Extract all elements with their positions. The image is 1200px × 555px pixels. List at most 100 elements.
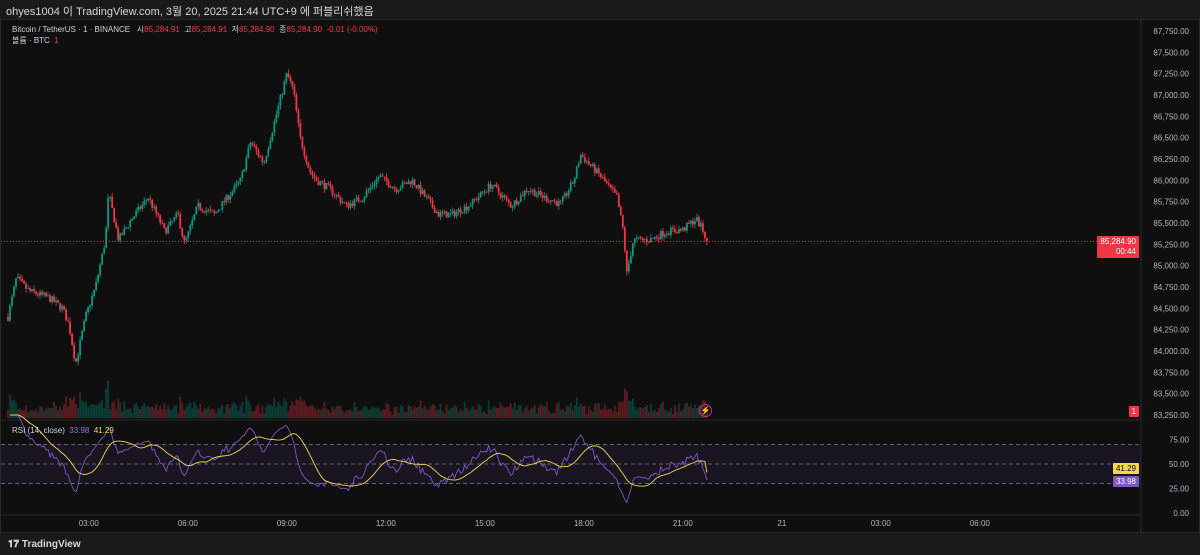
- volume-bar: [389, 411, 392, 418]
- rsi-ma-tag: 41.29: [1112, 463, 1139, 474]
- candle: [73, 344, 75, 359]
- volume-bar: [557, 402, 560, 418]
- candle: [229, 195, 232, 200]
- lightning-icon[interactable]: ⚡: [699, 404, 712, 417]
- chart-frame[interactable]: 87,750.00 87,500.00 87,250.00 87,000.00 86,7…: [0, 19, 1200, 533]
- volume-bar: [65, 396, 67, 418]
- volume-bar: [641, 408, 644, 418]
- volume-bar: [465, 407, 468, 418]
- candle: [317, 180, 320, 186]
- candle: [167, 225, 170, 234]
- volume-bar: [279, 404, 282, 418]
- volume-bar: [131, 412, 134, 418]
- volume-bar: [507, 406, 510, 418]
- volume-bar: [391, 414, 394, 418]
- price-tick: 85,250.00: [1153, 240, 1189, 249]
- symbol-title[interactable]: Bitcoin / TetherUS · 1 · BINANCE: [12, 25, 131, 34]
- candle: [589, 164, 592, 166]
- volume-bar: [255, 406, 258, 418]
- candle: [325, 183, 328, 190]
- candle: [53, 296, 55, 303]
- price-tick: 84,750.00: [1153, 283, 1189, 292]
- volume-bar: [303, 400, 306, 418]
- volume-bar: [189, 402, 192, 418]
- volume-bar: [541, 406, 544, 418]
- price-chart[interactable]: 87,750.00 87,500.00 87,250.00 87,000.00 86,7…: [1, 20, 1199, 532]
- candle: [185, 237, 188, 241]
- volume-bar: [645, 405, 648, 418]
- candle: [157, 213, 160, 216]
- volume-bar: [441, 411, 444, 418]
- rsi-label[interactable]: RSI (14, close): [12, 426, 65, 435]
- candle: [93, 289, 96, 297]
- candle: [688, 222, 690, 224]
- volume-bar: [661, 401, 664, 418]
- candle: [635, 237, 638, 239]
- candle: [155, 206, 158, 214]
- volume-bar: [347, 410, 350, 418]
- volume-tag: 1: [1128, 406, 1139, 417]
- bar-countdown: 00:44: [1115, 247, 1136, 256]
- candle: [569, 182, 572, 191]
- candle: [609, 184, 612, 188]
- volume-bar: [463, 402, 466, 418]
- volume-bar: [245, 396, 248, 418]
- time-tick: 18:00: [574, 519, 595, 528]
- volume-bar: [357, 411, 360, 418]
- volume-bar: [503, 407, 506, 418]
- volume-bar: [201, 411, 204, 418]
- volume-bar: [19, 408, 21, 418]
- candle: [475, 199, 478, 201]
- candle: [295, 94, 298, 111]
- volume-bar: [393, 407, 396, 418]
- candle: [253, 144, 256, 147]
- candle: [123, 228, 126, 236]
- volume-bar: [671, 413, 674, 418]
- volume-bar: [61, 409, 63, 418]
- volume-bar: [599, 409, 602, 418]
- candle: [351, 203, 354, 207]
- candle: [567, 190, 570, 196]
- volume-bar: [59, 406, 61, 418]
- volume-bar: [649, 403, 652, 418]
- volume-bar: [690, 404, 692, 418]
- volume-bar: [273, 397, 276, 418]
- candle: [191, 220, 194, 226]
- volume-label[interactable]: 볼륨 · BTC: [12, 36, 50, 45]
- candle: [437, 211, 440, 217]
- candle: [551, 200, 554, 202]
- candle: [537, 190, 540, 195]
- candle: [89, 305, 92, 308]
- candle: [9, 305, 11, 321]
- price-tick: 86,750.00: [1153, 112, 1189, 121]
- volume-bar: [91, 404, 94, 418]
- volume-bar: [483, 411, 486, 418]
- volume-bar: [479, 405, 482, 418]
- candle: [373, 184, 376, 186]
- candle: [151, 199, 154, 208]
- candle: [493, 184, 496, 187]
- volume-bar: [609, 409, 612, 418]
- volume-bar: [684, 404, 686, 418]
- candle: [271, 132, 274, 141]
- volume-bar: [371, 406, 374, 418]
- candle: [521, 195, 524, 197]
- candle: [101, 253, 104, 265]
- candle: [235, 183, 238, 186]
- candle: [125, 227, 128, 229]
- volume-bar: [565, 406, 568, 418]
- candle: [686, 222, 688, 231]
- candle: [365, 191, 368, 198]
- volume-bar: [109, 408, 112, 418]
- volume-bar: [359, 410, 362, 418]
- volume-bar: [269, 404, 272, 418]
- candle: [133, 216, 136, 219]
- volume-bar: [323, 401, 326, 418]
- volume-bar: [275, 407, 278, 418]
- price-tick: 86,000.00: [1153, 176, 1189, 185]
- candle: [239, 177, 242, 182]
- volume-bar: [686, 402, 688, 418]
- candle: [471, 198, 474, 206]
- volume-legend: 볼륨 · BTC 1: [12, 35, 59, 46]
- volume-bar: [505, 407, 508, 418]
